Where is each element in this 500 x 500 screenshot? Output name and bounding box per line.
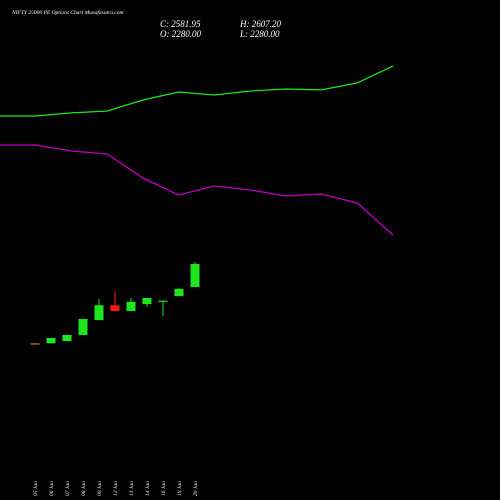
- x-tick-label: 20 Jun: [193, 481, 199, 496]
- candle-body: [30, 343, 40, 345]
- x-tick-label: 09 Jun: [97, 481, 103, 496]
- band-line: [0, 144, 394, 236]
- x-tick-label: 08 Jun: [81, 481, 87, 496]
- x-tick-label: 16 Jun: [161, 481, 167, 496]
- x-tick-label: 05 Jun: [33, 481, 39, 496]
- band-line: [0, 65, 394, 117]
- x-tick-label: 14 Jun: [144, 481, 151, 496]
- candle-body: [94, 305, 104, 321]
- high-info: H: 2607.20: [239, 19, 281, 29]
- x-tick-label: 12 Jun: [113, 481, 119, 496]
- candle-body: [110, 305, 120, 311]
- chart-title: NIFTY 25000 PE Options Chart Munafasutra…: [11, 9, 124, 16]
- x-tick-label: 13 Jun: [129, 481, 135, 496]
- open-info: O: 2280.00: [160, 29, 201, 39]
- candle-body: [174, 288, 184, 297]
- candle-body: [62, 334, 72, 342]
- low-info: L: 2280.00: [239, 29, 280, 39]
- x-tick-label: 07 Jun: [65, 481, 71, 496]
- x-tick-label: 06 Jun: [49, 481, 55, 496]
- candle-body: [190, 263, 200, 287]
- candle-body: [126, 301, 136, 311]
- candle-body: [78, 318, 88, 335]
- x-tick-label: 19 Jun: [177, 481, 183, 496]
- candle-body: [142, 298, 152, 305]
- candle-body: [158, 300, 168, 302]
- candle-body: [46, 338, 56, 344]
- close-info: C: 2581.95: [160, 19, 201, 29]
